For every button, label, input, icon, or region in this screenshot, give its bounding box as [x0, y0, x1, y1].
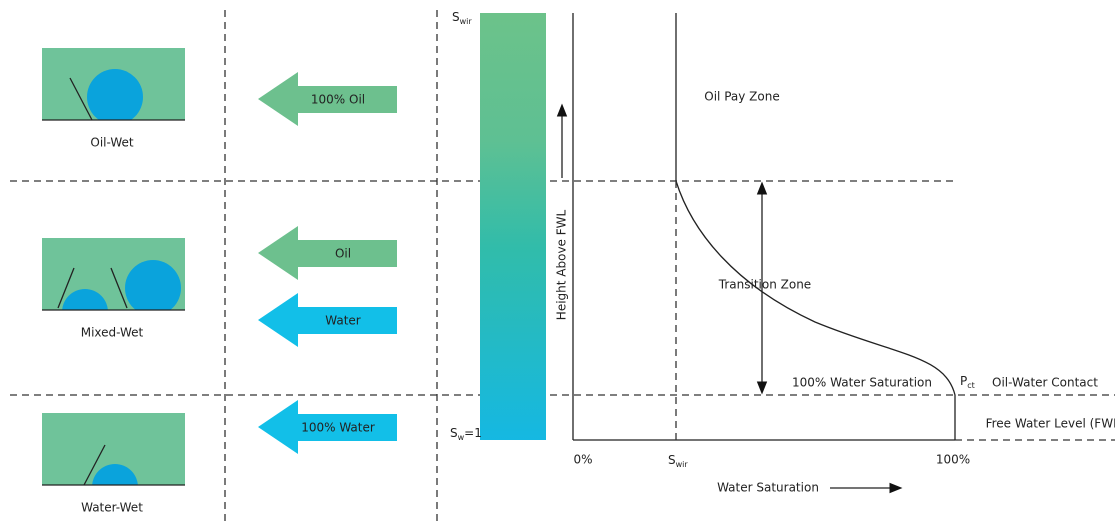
arrow-label: Oil	[335, 247, 351, 261]
arrow-label: 100% Oil	[311, 93, 365, 107]
flow-arrow: 100% Oil	[258, 72, 397, 126]
water-wet-panel: Water-Wet	[42, 413, 185, 515]
x-tick-label: 0%	[573, 453, 592, 467]
bar-top-label: Swir	[452, 10, 472, 26]
y-axis-label: Height Above FWL	[555, 209, 569, 320]
zone-label: Transition Zone	[718, 278, 811, 292]
symbol: S	[668, 453, 676, 467]
saturation-bar	[480, 13, 546, 440]
subscript: wir	[676, 460, 689, 469]
flow-arrow: 100% Water	[258, 400, 397, 454]
symbol: P	[960, 374, 967, 388]
subscript: wir	[460, 17, 473, 26]
bar-bottom-label: Sw=1	[450, 426, 482, 442]
symbol: S	[452, 10, 460, 24]
panel-label: Water-Wet	[81, 501, 143, 515]
oil-wet-panel: Oil-Wet	[42, 48, 185, 150]
x-tick-label: Swir	[668, 453, 688, 469]
symbol: S	[450, 426, 458, 440]
suffix: =1	[464, 426, 482, 440]
pct-label: Pct	[960, 374, 975, 390]
zone-label: Oil-Water Contact	[992, 376, 1098, 390]
x-tick-label: 100%	[936, 453, 970, 467]
zone-label: Oil Pay Zone	[704, 90, 779, 104]
x-axis-title: Water Saturation	[717, 481, 819, 495]
mixed-wet-panel: Mixed-Wet	[42, 238, 185, 340]
zone-label: Free Water Level (FWL)	[986, 417, 1115, 431]
subscript: ct	[967, 381, 975, 390]
panel-label: Mixed-Wet	[81, 326, 144, 340]
panel-label: Oil-Wet	[90, 136, 134, 150]
arrow-label: Water	[325, 314, 361, 328]
arrow-label: 100% Water	[301, 421, 375, 435]
flow-arrow: Water	[258, 293, 397, 347]
diagram: Oil-Wet Mixed-Wet Water-Wet 100% Oil Oil…	[0, 0, 1115, 522]
zone-label: 100% Water Saturation	[792, 376, 932, 390]
flow-arrow: Oil	[258, 226, 397, 280]
